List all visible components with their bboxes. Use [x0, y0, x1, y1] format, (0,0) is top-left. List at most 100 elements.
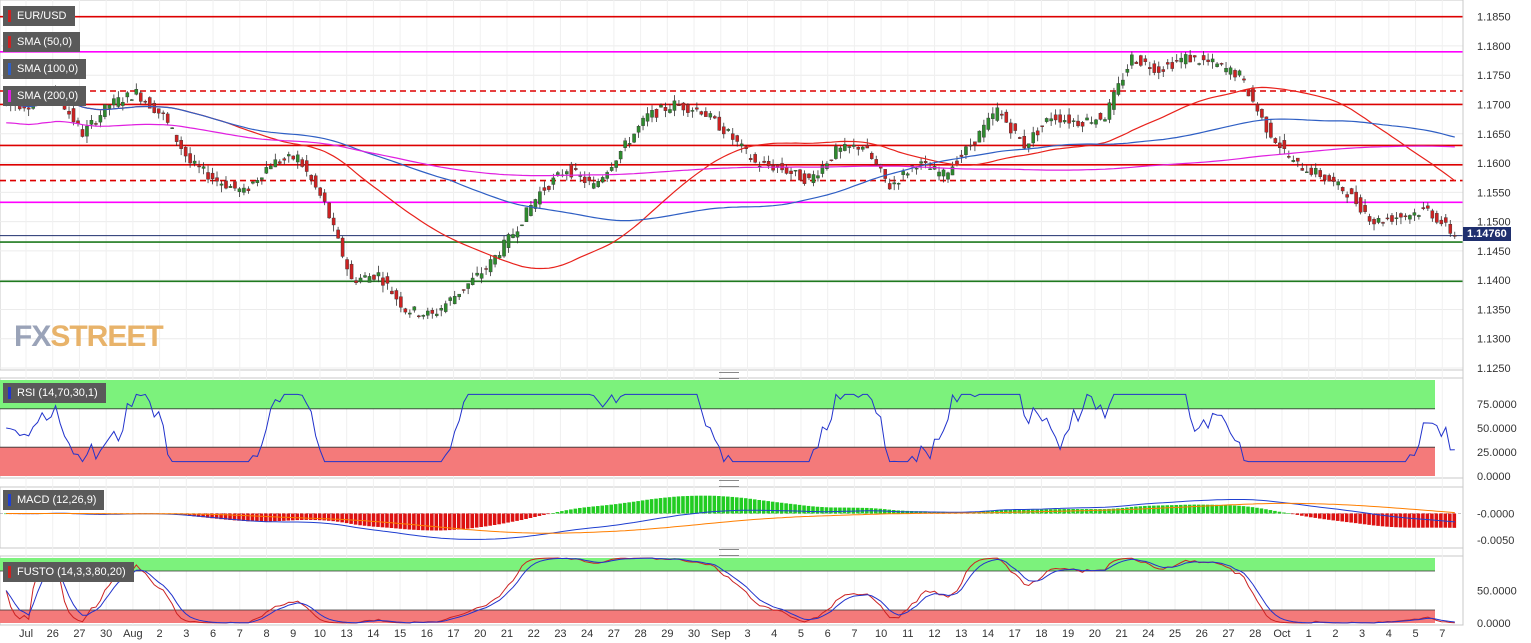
- macd-histogram-bar: [291, 513, 295, 521]
- candle-body: [107, 104, 112, 109]
- x-tick-label: 2: [157, 628, 163, 640]
- macd-histogram-bar: [797, 504, 802, 514]
- macd-histogram-bar: [299, 513, 304, 520]
- candle-body: [991, 113, 995, 119]
- candle-body: [430, 310, 435, 314]
- macd-histogram-bar: [551, 513, 555, 514]
- candle-body: [125, 92, 130, 98]
- candle-body: [1327, 175, 1331, 182]
- candle-body: [735, 135, 739, 142]
- macd-histogram-bar: [421, 513, 425, 531]
- candle-body: [977, 130, 982, 143]
- panel-resize-handle-rsi[interactable]: [719, 372, 739, 379]
- panel-resize-handle-fusto[interactable]: [719, 549, 739, 556]
- x-tick-label: 30: [100, 628, 112, 640]
- candle-body: [448, 297, 452, 301]
- macd-panel-label[interactable]: MACD (12,26,9): [3, 490, 105, 510]
- macd-histogram-bar: [389, 513, 394, 529]
- macd-histogram-bar: [739, 497, 744, 514]
- candle-body: [98, 115, 103, 123]
- candle-body: [183, 146, 188, 157]
- macd-histogram-bar: [1416, 513, 1421, 528]
- price-y-tick-label: 1.1800: [1477, 41, 1511, 53]
- fusto-y-tick-label: 0.0000: [1477, 618, 1511, 630]
- candle-body: [964, 146, 968, 156]
- legend-instrument[interactable]: EUR/USD: [3, 6, 75, 26]
- candle-body: [273, 159, 278, 168]
- candle-body: [242, 187, 246, 193]
- rsi-y-tick-label: 75.0000: [1477, 399, 1517, 411]
- macd-histogram-bar: [268, 513, 273, 522]
- macd-histogram-bar: [1165, 505, 1170, 514]
- candle-body: [708, 113, 713, 118]
- macd-histogram-bar: [645, 499, 649, 514]
- macd-histogram-bar: [775, 502, 779, 514]
- candle-body: [417, 315, 421, 318]
- x-tick-label: 12: [928, 628, 940, 640]
- x-tick-label: 19: [1062, 628, 1074, 640]
- panel-resize-handle-macd[interactable]: [719, 480, 739, 487]
- macd-histogram-bar: [560, 511, 564, 514]
- rsi-panel-label[interactable]: RSI (14,70,30,1): [3, 383, 106, 403]
- x-tick-label: 22: [528, 628, 540, 640]
- candle-body: [959, 154, 964, 157]
- candle-body: [71, 108, 76, 123]
- x-tick-label: 4: [771, 628, 777, 640]
- candle-body: [914, 167, 919, 170]
- candle-body: [367, 276, 372, 283]
- legend-sma100[interactable]: SMA (100,0): [3, 59, 87, 79]
- candle-body: [1089, 122, 1094, 124]
- candle-body: [219, 183, 224, 186]
- candle-body: [94, 123, 98, 125]
- candle-body: [722, 126, 726, 135]
- macd-histogram-bar: [1004, 509, 1008, 514]
- legend-sma200[interactable]: SMA (200,0): [3, 86, 87, 106]
- x-tick-label: 13: [341, 628, 353, 640]
- macd-histogram-bar: [1421, 513, 1425, 528]
- macd-histogram-bar: [569, 509, 573, 514]
- macd-histogram-bar: [192, 513, 196, 517]
- candle-body: [197, 165, 201, 168]
- candle-body: [331, 217, 336, 226]
- candle-body: [363, 275, 367, 278]
- macd-histogram-bar: [1331, 513, 1336, 521]
- macd-histogram-bar: [721, 496, 726, 514]
- candle-body: [1009, 122, 1013, 134]
- fusto-panel-label[interactable]: FUSTO (14,3,3,80,20): [3, 562, 134, 582]
- x-tick-label: 5: [798, 628, 804, 640]
- price-y-tick-label: 1.1250: [1477, 363, 1511, 375]
- candle-body: [475, 272, 479, 276]
- candle-body: [1430, 210, 1435, 219]
- candle-body: [1435, 213, 1439, 223]
- legend-sma50[interactable]: SMA (50,0): [3, 32, 81, 52]
- candle-body: [322, 192, 327, 202]
- macd-histogram-bar: [501, 513, 506, 524]
- macd-histogram-bar: [183, 513, 187, 516]
- candle-body: [582, 176, 587, 183]
- macd-histogram-bar: [443, 513, 448, 531]
- candle-body: [376, 272, 381, 277]
- macd-histogram-bar: [1389, 513, 1394, 527]
- current-price-tag: 1.14760: [1463, 227, 1511, 241]
- macd-histogram-bar: [537, 513, 542, 516]
- candle-body: [1139, 55, 1143, 66]
- candle-body: [165, 113, 170, 123]
- x-tick-label: 21: [501, 628, 513, 640]
- candle-body: [641, 117, 645, 126]
- candle-body: [704, 111, 708, 117]
- macd-histogram-bar: [353, 513, 358, 525]
- macd-histogram-bar: [578, 507, 582, 514]
- macd-histogram-bar: [694, 495, 699, 514]
- candle-body: [1134, 61, 1139, 64]
- candle-body: [690, 110, 695, 112]
- candle-body: [713, 116, 717, 119]
- price-y-tick-label: 1.1700: [1477, 99, 1511, 111]
- macd-histogram-bar: [1317, 513, 1322, 519]
- candle-body: [1152, 63, 1157, 73]
- candle-body: [215, 177, 219, 182]
- candle-body: [147, 97, 152, 109]
- candle-body: [798, 169, 802, 181]
- candle-body: [1022, 136, 1027, 149]
- macd-histogram-bar: [1322, 513, 1327, 520]
